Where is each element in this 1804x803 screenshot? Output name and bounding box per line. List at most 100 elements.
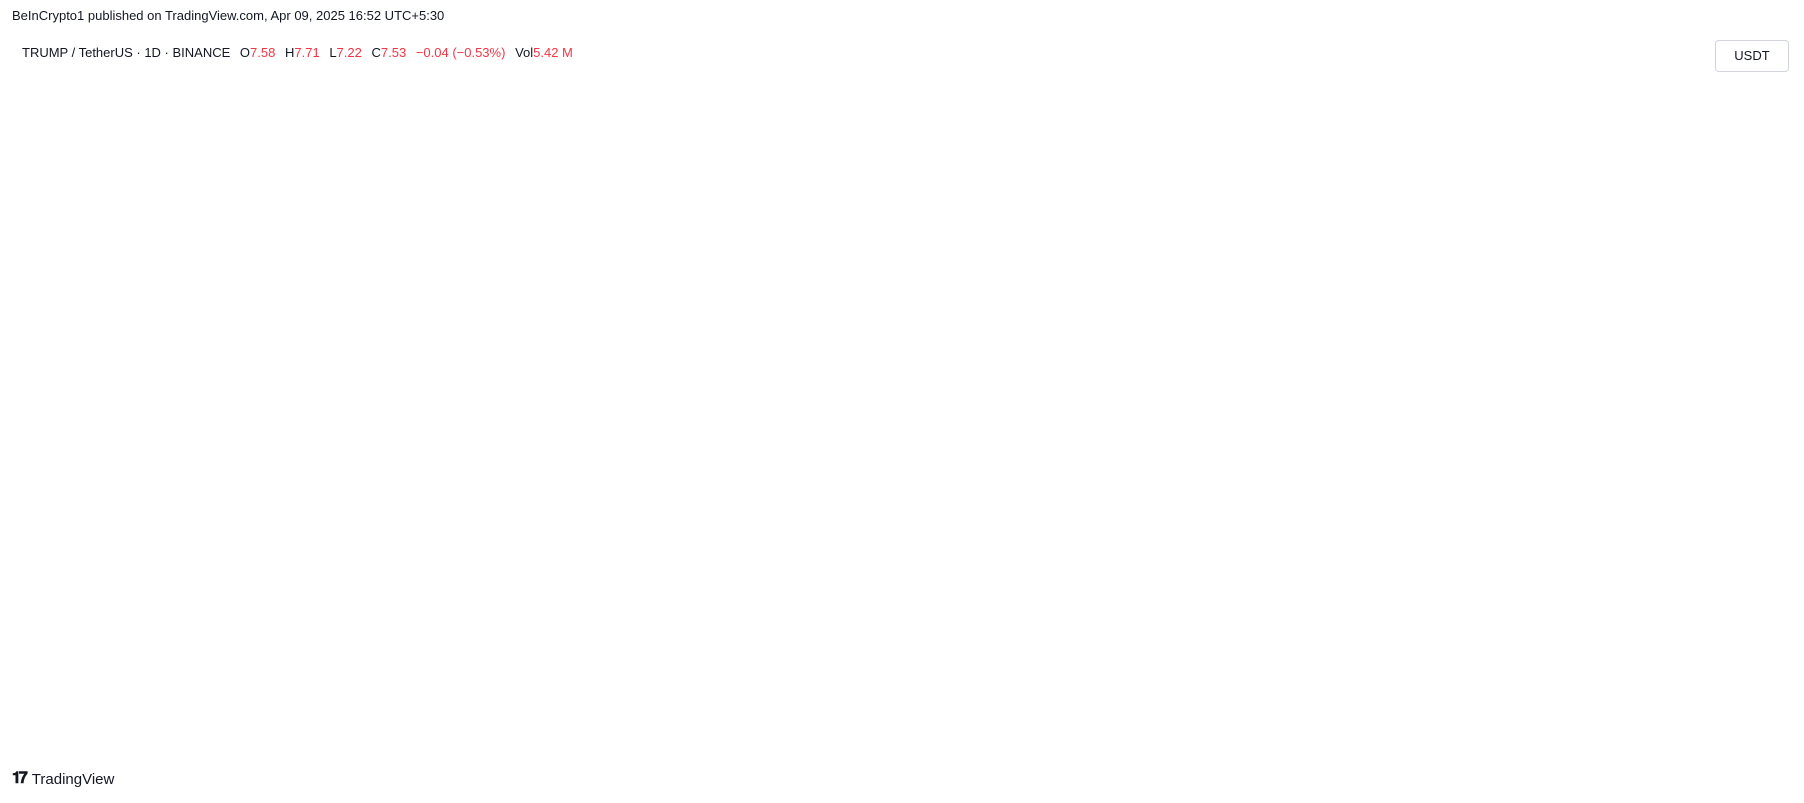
x-axis-tick-label: 21 xyxy=(719,736,733,751)
y-axis-tick-label: 9.30 xyxy=(1720,406,1745,421)
change-value: −0.04 (−0.53%) xyxy=(415,45,506,60)
candle-body xyxy=(531,144,559,222)
footer-brand: TradingView xyxy=(31,770,115,788)
all-time-low-label: All-Time Low - xyxy=(1583,677,1700,696)
candle-body xyxy=(1327,576,1355,595)
x-axis-tick-label: 7 xyxy=(215,736,222,751)
candle-body xyxy=(458,176,486,271)
currency-button[interactable]: USDT xyxy=(1715,40,1789,72)
y-axis-tick-label: 6.94 xyxy=(1720,708,1745,723)
volume-value: 5.42 M xyxy=(533,45,573,60)
level-price-tag xyxy=(1712,298,1772,319)
level-price-label: 9.11 xyxy=(1720,427,1745,442)
x-axis-tick-label: 11 xyxy=(1443,736,1457,751)
price-chart[interactable]: 6.94 7.30 7.80 8.10 8.50 8.90 9.30 9.70 10.10 10.… xyxy=(0,0,1804,760)
last-price-tag xyxy=(1712,620,1788,659)
candle-countdown: 12:37:13 xyxy=(1720,641,1771,656)
open-value: 7.58 xyxy=(250,45,276,60)
symbol-name[interactable]: TRUMP / TetherUS · 1D · BINANCE xyxy=(22,45,231,60)
candle-body xyxy=(712,236,740,252)
x-axis-tick-label: 5 xyxy=(1229,736,1236,751)
y-axis-tick-label: 10.50 xyxy=(1720,281,1753,296)
x-axis-tick-label: 13 xyxy=(429,736,443,751)
candle-body xyxy=(1291,421,1319,578)
tradingview-footer[interactable]: 𝟏𝟕 TradingView xyxy=(12,770,114,788)
candle-body xyxy=(386,279,414,286)
y-axis-tick-label: 8.10 xyxy=(1720,549,1745,564)
candle-body xyxy=(567,204,595,222)
candle-body xyxy=(1001,304,1029,333)
level-price-tag xyxy=(1712,424,1772,445)
volume-label: Vol xyxy=(515,45,534,60)
candle-body xyxy=(422,270,450,278)
level-price-label: 12.57 xyxy=(1720,95,1753,110)
x-axis-tick-label: 27 xyxy=(936,736,950,751)
x-axis-tick-label: 15 xyxy=(1587,736,1601,751)
close-value: 7.53 xyxy=(380,45,407,60)
close-label: C xyxy=(371,45,381,60)
candle-body xyxy=(350,285,378,308)
y-axis-tick-label: 8.50 xyxy=(1720,499,1745,514)
candle-body xyxy=(820,163,848,190)
x-axis-tick-label: 9 xyxy=(1374,736,1381,751)
x-axis-tick-label: 13 xyxy=(1515,736,1529,751)
open-label: O xyxy=(239,45,251,60)
candle-body xyxy=(893,180,921,199)
candle-body xyxy=(495,147,523,174)
x-axis-tick-label: 3 xyxy=(71,736,78,751)
candle-body xyxy=(639,186,667,240)
candle-body xyxy=(60,63,88,115)
y-axis-tick-label: 10.10 xyxy=(1720,321,1753,336)
candle-body xyxy=(1074,319,1102,341)
x-axis-tick-label: 17 xyxy=(574,736,588,751)
candle-body xyxy=(96,102,124,115)
measure-label: −2.85 (−27.43%) −285 xyxy=(1257,652,1367,664)
low-value: 7.22 xyxy=(336,45,362,60)
candle-body xyxy=(1038,319,1066,336)
candle-body xyxy=(965,228,993,305)
x-axis-tick-label: 5 xyxy=(143,736,150,751)
candle-body xyxy=(784,196,812,262)
y-axis-tick-label: 7.80 xyxy=(1720,587,1745,602)
candle-body xyxy=(241,131,269,152)
level-price-tag xyxy=(1712,675,1772,696)
y-axis-tick-label: 7.30 xyxy=(1720,656,1745,671)
candle-body xyxy=(748,252,776,261)
chart-legend: TRUMP / TetherUS · 1D · BINANCE O7.58 H7… xyxy=(22,45,573,60)
candle-body xyxy=(603,204,631,240)
publisher-credit: BeInCrypto1 published on TradingView.com… xyxy=(12,8,445,23)
x-axis-tick-label: 9 xyxy=(288,736,295,751)
last-price-label: 7.53 xyxy=(1720,624,1745,639)
high-label: H xyxy=(284,45,295,60)
candle-body xyxy=(1400,623,1428,631)
candle-body xyxy=(1255,407,1283,425)
tradingview-logo-icon: 𝟏𝟕 xyxy=(12,770,28,787)
level-price-label: 7.14 xyxy=(1720,679,1746,694)
x-axis-tick-label: 19 xyxy=(646,736,660,751)
short-position-zone xyxy=(1144,299,1422,631)
measure-arrow-head xyxy=(1306,621,1318,630)
level-price-tag xyxy=(1712,189,1772,210)
x-axis-tick-label: 11 xyxy=(357,736,371,751)
level-price-tag xyxy=(1712,92,1772,113)
low-label: L xyxy=(329,45,337,60)
y-axis-tick-label: 8.90 xyxy=(1720,451,1745,466)
candle-body xyxy=(1182,393,1210,430)
candle-body xyxy=(857,162,885,183)
high-value: 7.71 xyxy=(294,45,320,60)
level-price-label: 10.29 xyxy=(1720,302,1753,317)
y-axis-tick-label: 9.70 xyxy=(1720,363,1745,378)
candle-body xyxy=(676,186,704,237)
level-price-label: 11.44 xyxy=(1720,192,1753,207)
candle-body xyxy=(1146,299,1174,433)
y-axis-tick-label: 12.00 xyxy=(1720,143,1753,158)
x-axis-tick-label: 23 xyxy=(791,736,805,751)
candle-body xyxy=(314,271,342,308)
candle-body xyxy=(1110,299,1138,341)
candle-body xyxy=(205,91,233,135)
x-axis-tick-label: 3 xyxy=(1157,736,1164,751)
y-axis-tick-label: 11.00 xyxy=(1720,233,1752,248)
candle-body xyxy=(929,201,957,229)
x-axis-tick-label: Apr xyxy=(1077,736,1099,751)
candle-body xyxy=(1363,594,1391,626)
